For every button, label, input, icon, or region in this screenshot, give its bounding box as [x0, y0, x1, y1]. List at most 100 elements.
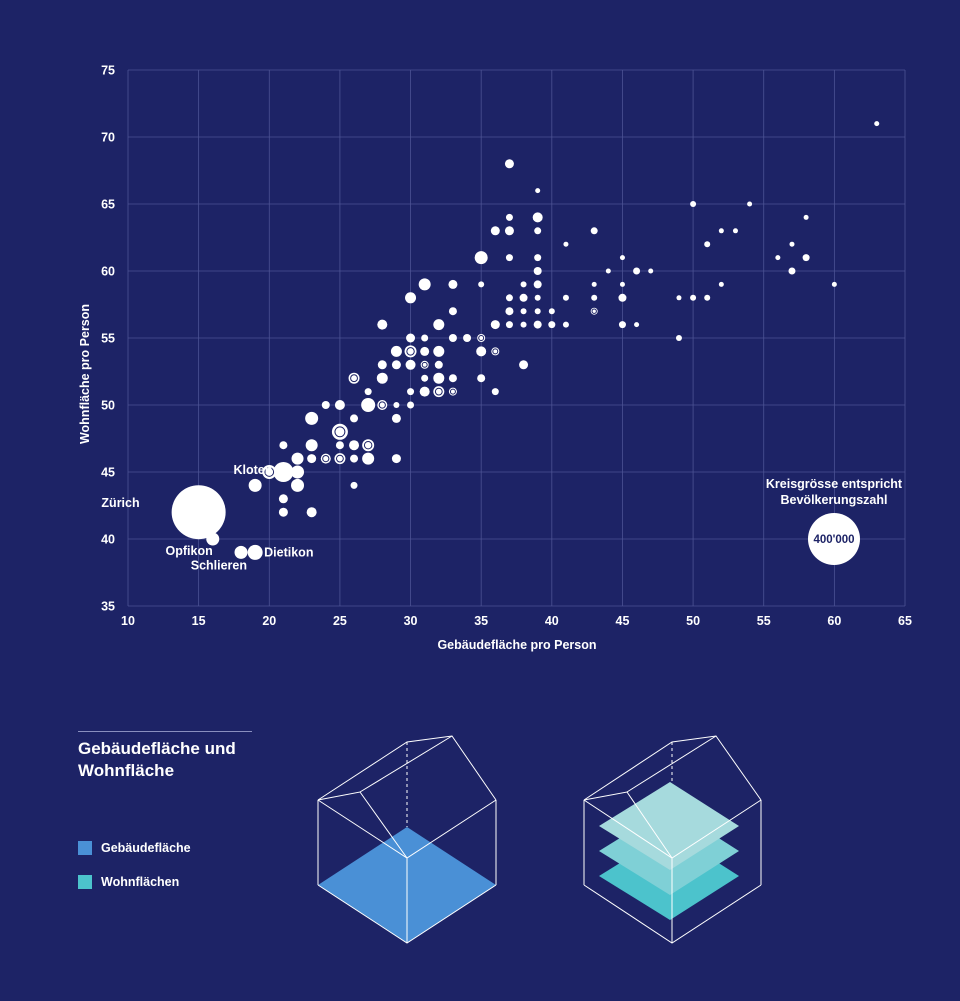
data-point — [675, 335, 682, 341]
data-point — [350, 454, 359, 463]
data-point — [361, 398, 376, 412]
data-point — [474, 251, 488, 265]
x-axis-ticks: 10 15 20 25 30 35 40 45 50 55 60 65 — [121, 614, 912, 628]
legend-item-gebaeudeflaeche: Gebäudefläche — [78, 840, 191, 856]
data-point — [391, 413, 401, 423]
legend-divider — [78, 731, 252, 732]
data-point — [534, 227, 542, 235]
data-point — [421, 374, 429, 382]
x-tick-label: 20 — [262, 614, 276, 628]
data-point-ring — [363, 440, 373, 450]
data-point — [504, 159, 514, 169]
chart-grid — [127, 69, 906, 607]
data-point — [548, 308, 555, 315]
data-point — [404, 345, 417, 358]
legend-item-wohnflaechen: Wohnflächen — [78, 874, 179, 890]
footprint-fill — [318, 827, 496, 943]
data-point — [505, 307, 514, 316]
data-point — [273, 462, 294, 482]
house1-roof-back — [317, 735, 497, 801]
data-point — [704, 294, 711, 301]
data-point — [490, 320, 500, 330]
data-point — [802, 254, 810, 262]
data-point — [391, 454, 401, 464]
data-point — [247, 544, 263, 560]
x-tick-label: 60 — [827, 614, 841, 628]
data-point — [419, 386, 430, 397]
data-point — [519, 360, 529, 370]
data-point — [563, 241, 569, 247]
data-point — [448, 307, 457, 316]
data-point — [690, 294, 697, 301]
data-point-ring — [478, 335, 485, 341]
data-point — [619, 281, 625, 287]
data-point-ring — [434, 387, 443, 396]
data-point — [350, 414, 359, 423]
data-point — [704, 241, 711, 248]
data-point — [334, 400, 345, 410]
data-point — [505, 294, 513, 302]
data-point — [278, 507, 288, 517]
data-point-ring — [421, 361, 428, 368]
data-point — [618, 293, 627, 302]
size-reference-circle — [808, 513, 860, 565]
data-point — [377, 319, 388, 330]
y-tick-label: 50 — [101, 399, 115, 413]
data-point — [803, 214, 809, 220]
data-point — [291, 465, 305, 479]
data-point — [535, 188, 541, 194]
x-tick-label: 10 — [121, 614, 135, 628]
data-point — [831, 281, 837, 287]
x-tick-label: 15 — [192, 614, 206, 628]
data-point — [362, 439, 375, 452]
data-point — [534, 294, 541, 301]
data-point — [732, 228, 738, 234]
y-tick-label: 55 — [101, 332, 115, 346]
legend-title: Gebäudefläche und Wohnfläche — [78, 739, 236, 780]
house2-bottom-front — [583, 884, 762, 944]
data-point — [278, 494, 288, 504]
y-tick-label: 35 — [101, 600, 115, 614]
x-tick-label: 55 — [757, 614, 771, 628]
data-point — [618, 321, 626, 329]
x-tick-label: 65 — [898, 614, 912, 628]
data-point — [307, 454, 317, 464]
data-point — [405, 292, 417, 304]
city-label: Zürich — [101, 496, 139, 510]
data-point — [421, 334, 429, 342]
data-points — [171, 121, 880, 560]
size-legend: Kreisgrösse entspricht Bevölkerungszahl … — [766, 477, 903, 565]
x-axis-title: Gebäudefläche pro Person — [437, 638, 596, 652]
data-point — [505, 254, 513, 262]
y-tick-label: 65 — [101, 198, 115, 212]
legend-swatch-blue — [78, 841, 92, 855]
layer-bottom — [599, 832, 739, 920]
y-axis-ticks: 35 40 45 50 55 60 65 70 75 — [101, 64, 115, 614]
data-point — [405, 359, 416, 370]
data-point — [633, 267, 641, 275]
data-point — [747, 201, 753, 207]
city-label: Schlieren — [191, 558, 247, 572]
scatter-chart: 10 15 20 25 30 35 40 45 50 55 60 65 35 40 45 50 55 60 65 7… — [78, 64, 912, 653]
data-point-ring — [378, 401, 386, 409]
house-living-area — [583, 735, 762, 944]
data-point-ring — [334, 426, 346, 438]
layer-middle — [599, 807, 739, 895]
data-point — [634, 322, 640, 328]
data-point — [789, 241, 795, 247]
size-note-line-1: Kreisgrösse entspricht — [766, 477, 903, 491]
data-point — [448, 334, 457, 342]
house-building-area — [317, 735, 497, 944]
data-point — [364, 388, 372, 396]
x-tick-label: 45 — [616, 614, 630, 628]
data-point — [376, 372, 388, 384]
data-point — [335, 441, 344, 450]
data-point — [248, 478, 262, 492]
data-point — [590, 227, 598, 235]
data-point — [362, 452, 375, 465]
data-point — [532, 212, 543, 223]
legend-label: Wohnflächen — [101, 875, 180, 889]
data-point — [279, 441, 288, 450]
data-point — [619, 255, 625, 261]
data-point — [562, 294, 569, 301]
